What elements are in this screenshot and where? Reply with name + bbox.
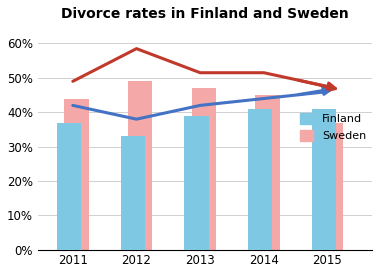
- Bar: [128, 81, 152, 250]
- Bar: [312, 109, 336, 250]
- Bar: [248, 109, 272, 250]
- Bar: [57, 122, 81, 250]
- Bar: [192, 88, 216, 250]
- Bar: [255, 95, 280, 250]
- Legend: Finland, Sweden: Finland, Sweden: [300, 113, 366, 141]
- Bar: [121, 136, 145, 250]
- Bar: [64, 99, 89, 250]
- Bar: [185, 116, 208, 250]
- Bar: [319, 122, 343, 250]
- Title: Divorce rates in Finland and Sweden: Divorce rates in Finland and Sweden: [61, 7, 349, 21]
